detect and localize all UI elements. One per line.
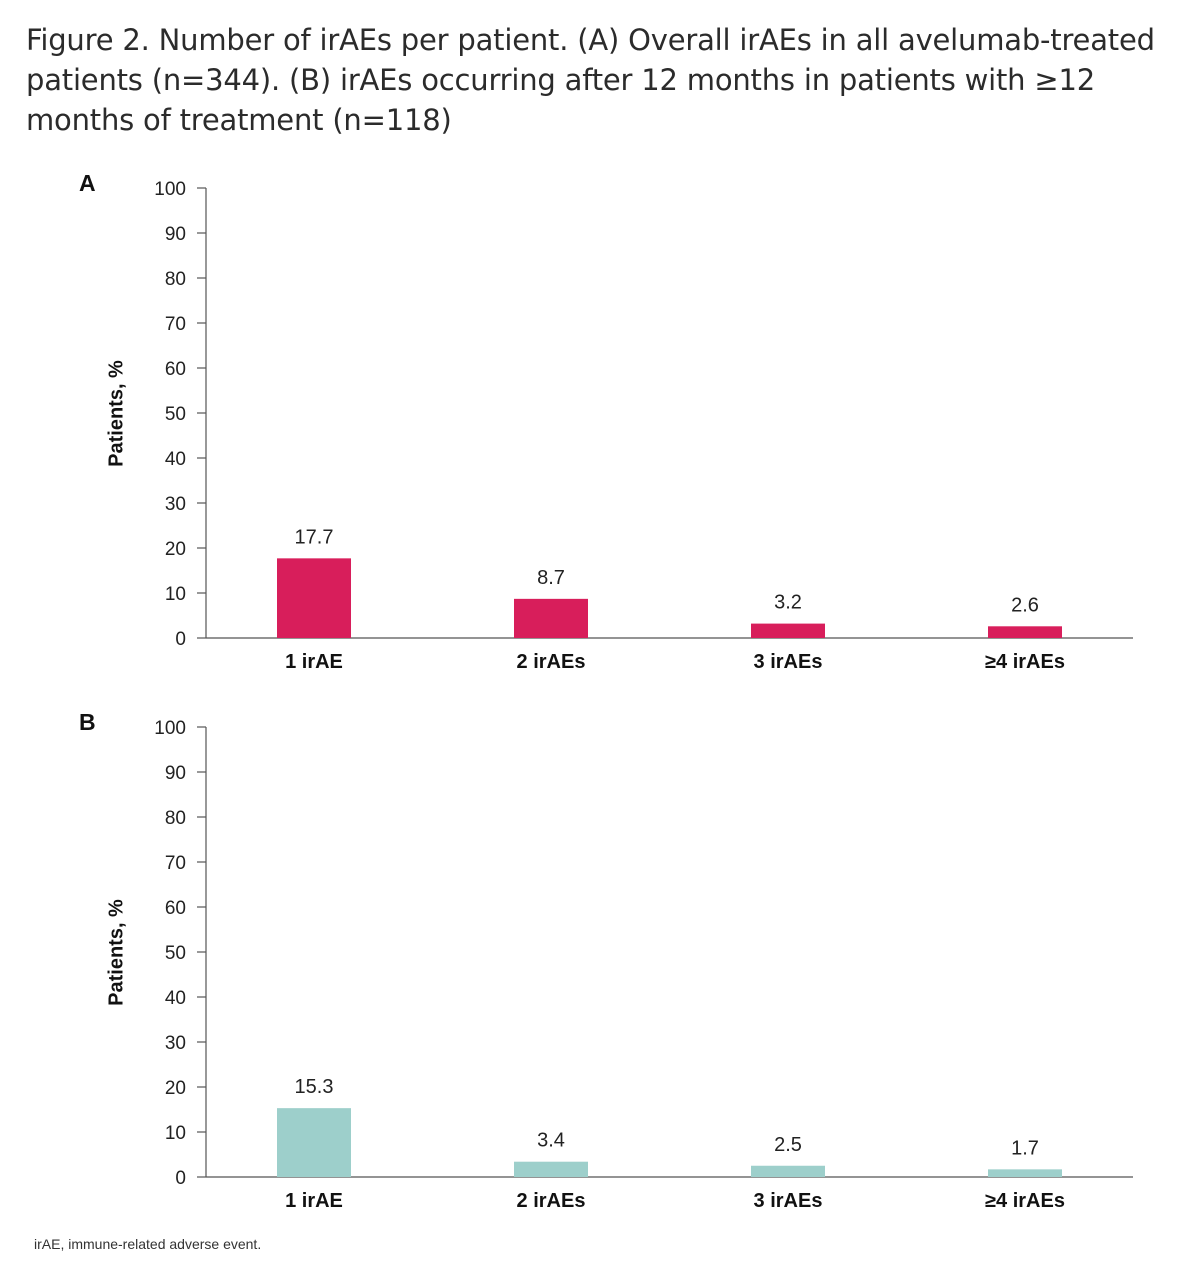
y-tick-label: 0: [175, 1168, 186, 1189]
y-tick-label: 90: [165, 763, 186, 784]
bar: [277, 558, 351, 638]
bar: [988, 1169, 1062, 1177]
data-label: 17.7: [295, 526, 334, 548]
category-label: 1 irAE: [285, 1190, 343, 1212]
y-tick-label: 90: [165, 224, 186, 245]
category-label: 2 irAEs: [517, 651, 586, 673]
y-tick-label: 40: [165, 449, 186, 470]
y-tick-label: 80: [165, 269, 186, 290]
category-label: 3 irAEs: [754, 1190, 823, 1212]
data-label: 3.2: [774, 592, 802, 614]
y-tick-label: 20: [165, 1078, 186, 1099]
y-tick-label: 50: [165, 404, 186, 425]
y-tick-label: 0: [175, 629, 186, 650]
figure-title: Figure 2. Number of irAEs per patient. (…: [26, 23, 1155, 137]
y-tick-label: 30: [165, 494, 186, 515]
y-tick-label: 70: [165, 314, 186, 335]
panel-b-label: B: [79, 709, 96, 735]
category-label: 3 irAEs: [754, 651, 823, 673]
category-label: 2 irAEs: [517, 1190, 586, 1212]
bar: [514, 1161, 588, 1177]
data-label: 3.4: [537, 1130, 565, 1152]
chart-b: 0 10 20 30 40 50 60 70 80 90 100 15.3 1 irAE 3.4 2 irA…: [154, 718, 1133, 1212]
category-label: 1 irAE: [285, 651, 343, 673]
data-label: 2.5: [774, 1134, 802, 1156]
data-label: 15.3: [295, 1076, 334, 1098]
category-label: ≥4 irAEs: [985, 651, 1065, 673]
bar: [988, 626, 1062, 638]
bar: [751, 1165, 825, 1177]
y-tick-label: 10: [165, 1123, 186, 1144]
data-label: 2.6: [1011, 594, 1039, 616]
y-tick-label: 60: [165, 898, 186, 919]
data-label: 8.7: [537, 567, 565, 589]
data-label: 1.7: [1011, 1137, 1039, 1159]
bar: [514, 598, 588, 638]
bar: [277, 1108, 351, 1177]
y-tick-label: 40: [165, 988, 186, 1009]
y-tick-label: 100: [154, 718, 186, 739]
y-tick-label: 10: [165, 584, 186, 605]
y-tick-label: 70: [165, 853, 186, 874]
bar: [751, 623, 825, 638]
footnote: irAE, immune-related adverse event.: [34, 1236, 262, 1252]
y-tick-label: 80: [165, 808, 186, 829]
y-tick-label: 100: [154, 179, 186, 200]
y-tick-label: 30: [165, 1033, 186, 1054]
y-tick-label: 60: [165, 359, 186, 380]
y-tick-label: 20: [165, 539, 186, 560]
panel-a-label: A: [79, 170, 96, 196]
chart-a: 0 10 20 30 40 50 60 70 80 90 100 17.7 1 irAE 8.7 2 irA…: [154, 179, 1133, 673]
category-label: ≥4 irAEs: [985, 1190, 1065, 1212]
y-tick-label: 50: [165, 943, 186, 964]
